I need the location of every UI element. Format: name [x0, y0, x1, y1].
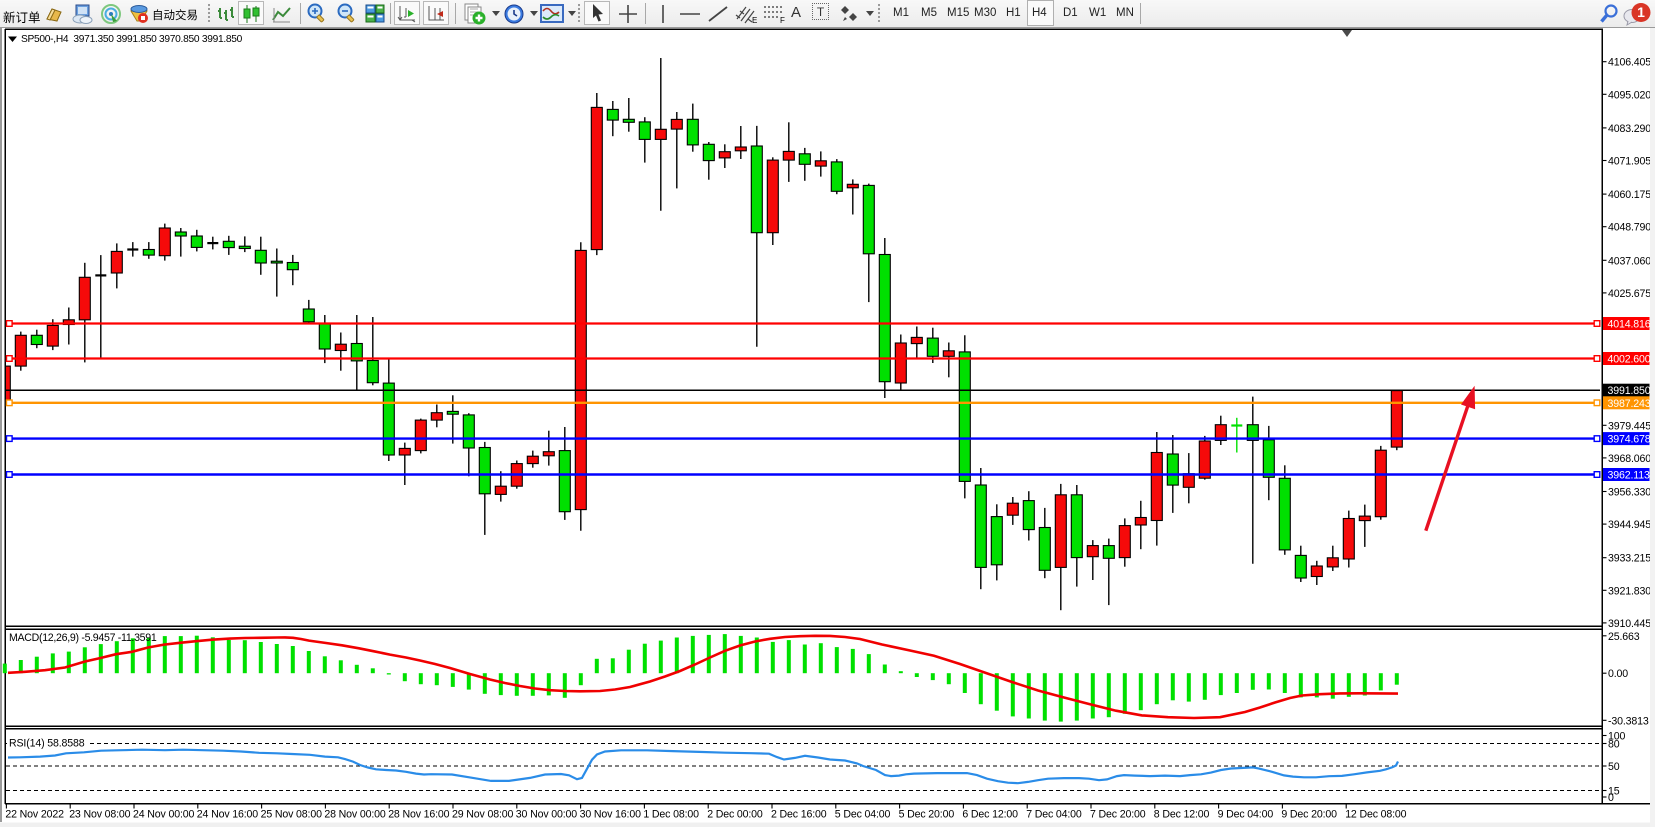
svg-text:4106.405: 4106.405 — [1608, 57, 1651, 69]
svg-text:2 Dec 16:00: 2 Dec 16:00 — [771, 809, 827, 821]
svg-text:3944.945: 3944.945 — [1608, 519, 1651, 531]
svg-text:5 Dec 20:00: 5 Dec 20:00 — [899, 809, 955, 821]
svg-text:3968.060: 3968.060 — [1608, 453, 1651, 465]
svg-text:3974.678: 3974.678 — [1608, 434, 1651, 446]
svg-text:24 Nov 00:00: 24 Nov 00:00 — [133, 809, 194, 821]
svg-text:MACD(12,26,9) -5.9457 -11.3591: MACD(12,26,9) -5.9457 -11.3591 — [9, 632, 157, 644]
svg-text:7 Dec 04:00: 7 Dec 04:00 — [1026, 809, 1082, 821]
svg-text:5 Dec 04:00: 5 Dec 04:00 — [835, 809, 891, 821]
svg-text:6 Dec 12:00: 6 Dec 12:00 — [962, 809, 1018, 821]
svg-text:7 Dec 20:00: 7 Dec 20:00 — [1090, 809, 1146, 821]
svg-text:3987.243: 3987.243 — [1608, 398, 1651, 410]
svg-text:3991.850: 3991.850 — [1608, 385, 1651, 397]
svg-text:28 Nov 00:00: 28 Nov 00:00 — [324, 809, 385, 821]
svg-text:1: 1 — [1637, 4, 1645, 20]
svg-text:-30.3813: -30.3813 — [1608, 715, 1649, 727]
svg-text:2 Dec 00:00: 2 Dec 00:00 — [707, 809, 763, 821]
svg-text:4002.600: 4002.600 — [1608, 354, 1651, 366]
svg-text:12 Dec 08:00: 12 Dec 08:00 — [1345, 809, 1406, 821]
svg-text:3933.215: 3933.215 — [1608, 553, 1651, 565]
svg-text:4025.675: 4025.675 — [1608, 288, 1651, 300]
svg-text:3910.445: 3910.445 — [1608, 618, 1651, 630]
svg-text:RSI(14) 58.8588: RSI(14) 58.8588 — [9, 738, 85, 750]
svg-text:4071.905: 4071.905 — [1608, 156, 1651, 168]
svg-text:8 Dec 12:00: 8 Dec 12:00 — [1154, 809, 1210, 821]
svg-text:80: 80 — [1608, 739, 1620, 751]
svg-text:25.663: 25.663 — [1608, 631, 1640, 643]
svg-text:0.00: 0.00 — [1608, 668, 1628, 680]
svg-text:29 Nov 08:00: 29 Nov 08:00 — [452, 809, 513, 821]
svg-text:4014.816: 4014.816 — [1608, 319, 1651, 331]
svg-text:1 Dec 08:00: 1 Dec 08:00 — [643, 809, 699, 821]
svg-text:28 Nov 16:00: 28 Nov 16:00 — [388, 809, 449, 821]
svg-text:SP500-,H4 3971.350 3991.850 3: SP500-,H4 3971.350 3991.850 3970.850 399… — [21, 34, 243, 45]
svg-text:F: F — [780, 16, 785, 25]
svg-text:3979.445: 3979.445 — [1608, 420, 1651, 432]
svg-text:25 Nov 08:00: 25 Nov 08:00 — [261, 809, 322, 821]
svg-text:100: 100 — [1608, 731, 1625, 743]
svg-text:9 Dec 04:00: 9 Dec 04:00 — [1218, 809, 1274, 821]
svg-text:30 Nov 00:00: 30 Nov 00:00 — [516, 809, 577, 821]
svg-text:E: E — [752, 16, 757, 25]
svg-text:4048.790: 4048.790 — [1608, 222, 1651, 234]
svg-text:22 Nov 2022: 22 Nov 2022 — [5, 809, 64, 821]
svg-text:4083.290: 4083.290 — [1608, 123, 1651, 135]
svg-text:3962.113: 3962.113 — [1608, 470, 1650, 482]
svg-text:50: 50 — [1608, 761, 1620, 773]
svg-text:0: 0 — [1608, 792, 1614, 804]
svg-text:15: 15 — [1608, 786, 1620, 798]
svg-text:3921.830: 3921.830 — [1608, 585, 1651, 597]
svg-text:9 Dec 20:00: 9 Dec 20:00 — [1281, 809, 1337, 821]
svg-text:24 Nov 16:00: 24 Nov 16:00 — [197, 809, 258, 821]
svg-text:4037.060: 4037.060 — [1608, 255, 1651, 267]
svg-text:30 Nov 16:00: 30 Nov 16:00 — [580, 809, 641, 821]
svg-text:23 Nov 08:00: 23 Nov 08:00 — [69, 809, 130, 821]
svg-text:3956.330: 3956.330 — [1608, 487, 1651, 499]
svg-text:4095.020: 4095.020 — [1608, 89, 1651, 101]
svg-text:4060.175: 4060.175 — [1608, 189, 1651, 201]
